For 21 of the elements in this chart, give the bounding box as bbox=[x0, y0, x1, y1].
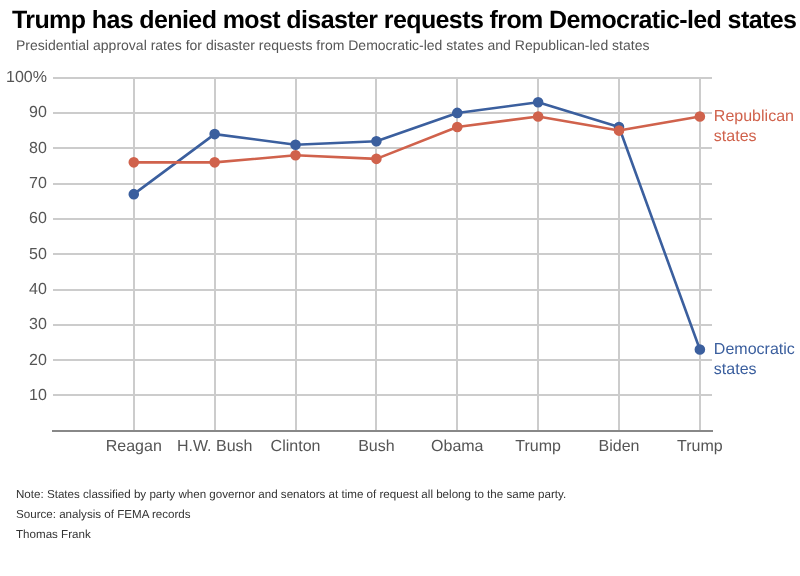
series-label: Republican states bbox=[713, 106, 794, 145]
x-tick-label: Bush bbox=[358, 436, 395, 455]
series-label: Democratic states bbox=[713, 339, 795, 378]
chart-title: Trump has denied most disaster requests from Democratic-led states bbox=[10, 4, 799, 34]
y-tick-label: 80 bbox=[29, 138, 49, 157]
x-tick-label: Trump bbox=[515, 436, 563, 455]
x-tick-label: Reagan bbox=[105, 436, 162, 455]
y-tick-label: 50 bbox=[29, 244, 49, 263]
y-tick-label: 60 bbox=[29, 209, 49, 228]
x-tick-label: Trump bbox=[677, 436, 724, 455]
x-tick-label: H.W. Bush bbox=[176, 436, 253, 455]
y-tick-label: 90 bbox=[29, 103, 49, 122]
y-tick-label: 100% bbox=[5, 68, 47, 87]
x-tick-label: Biden bbox=[598, 436, 640, 455]
y-tick-label: 10 bbox=[29, 385, 49, 404]
y-tick-label: 20 bbox=[29, 350, 49, 369]
x-tick-label: Obama bbox=[431, 436, 485, 455]
y-tick-label: 40 bbox=[29, 279, 49, 298]
y-tick-label: 30 bbox=[29, 315, 49, 334]
y-tick-label: 70 bbox=[29, 173, 49, 192]
x-tick-label: Clinton bbox=[270, 436, 321, 455]
